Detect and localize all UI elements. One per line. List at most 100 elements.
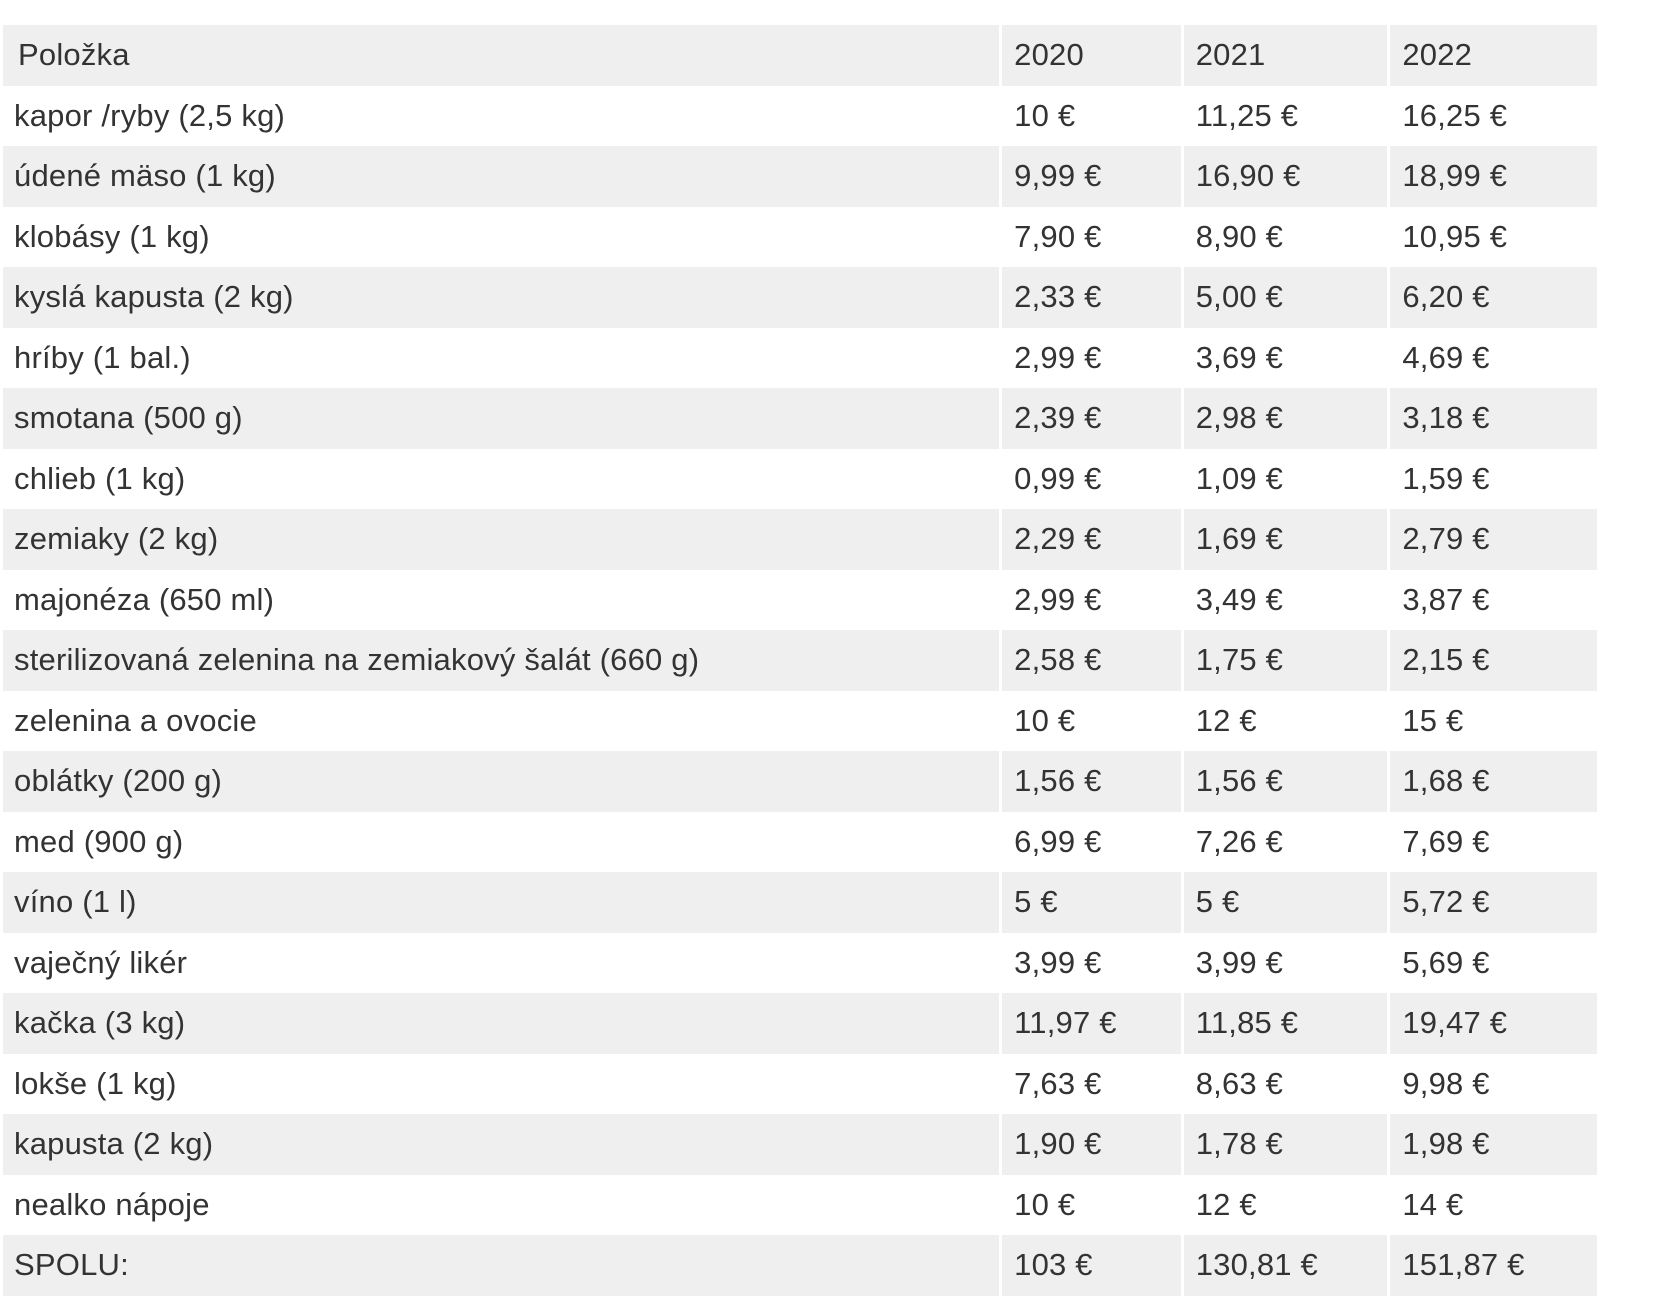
price-2021-cell: 1,75 € <box>1183 630 1388 691</box>
price-2021-cell: 5,00 € <box>1183 267 1388 328</box>
item-cell: zemiaky (2 kg) <box>3 509 1000 570</box>
table-row: med (900 g) 6,99 €7,26 €7,69 € <box>3 811 1597 872</box>
item-cell: smotana (500 g) <box>3 388 1000 449</box>
price-2021-cell: 3,49 € <box>1183 569 1388 630</box>
price-2022-cell: 3,87 € <box>1390 569 1597 630</box>
price-2021-cell: 12 € <box>1183 690 1388 751</box>
price-2020-cell: 7,63 € <box>1002 1053 1181 1114</box>
price-2020-cell: 9,99 € <box>1002 146 1181 207</box>
price-2021-cell: 3,99 € <box>1183 932 1388 993</box>
table-row: zemiaky (2 kg) 2,29 €1,69 €2,79 € <box>3 509 1597 570</box>
item-cell: víno (1 l) <box>3 872 1000 933</box>
item-cell: med (900 g) <box>3 811 1000 872</box>
table-row: lokše (1 kg) 7,63 €8,63 €9,98 € <box>3 1053 1597 1114</box>
price-2020-cell: 7,90 € <box>1002 206 1181 267</box>
price-2021-cell: 1,56 € <box>1183 751 1388 812</box>
price-2020-cell: 5 € <box>1002 872 1181 933</box>
price-2020-cell: 3,99 € <box>1002 932 1181 993</box>
price-2020-cell: 2,99 € <box>1002 569 1181 630</box>
price-2022-cell: 2,79 € <box>1390 509 1597 570</box>
table-row: kapor /ryby (2,5 kg) 10 €11,25 €16,25 € <box>3 85 1597 146</box>
price-2020-cell: 1,90 € <box>1002 1114 1181 1175</box>
table-row: oblátky (200 g) 1,56 €1,56 €1,68 € <box>3 751 1597 812</box>
price-2022-cell: 3,18 € <box>1390 388 1597 449</box>
price-2022-cell: 1,98 € <box>1390 1114 1597 1175</box>
item-cell: kapusta (2 kg) <box>3 1114 1000 1175</box>
table-body: kapor /ryby (2,5 kg) 10 €11,25 €16,25 € úd… <box>3 85 1597 1296</box>
item-cell: kyslá kapusta (2 kg) <box>3 267 1000 328</box>
price-2021-cell: 1,78 € <box>1183 1114 1388 1175</box>
price-2022-cell: 6,20 € <box>1390 267 1597 328</box>
table-row: víno (1 l) 5 €5 €5,72 € <box>3 872 1597 933</box>
item-cell: chlieb (1 kg) <box>3 448 1000 509</box>
table-row: vaječný likér 3,99 €3,99 €5,69 € <box>3 932 1597 993</box>
item-cell: nealko nápoje <box>3 1174 1000 1235</box>
price-2021-cell: 130,81 € <box>1183 1235 1388 1296</box>
price-2021-cell: 8,90 € <box>1183 206 1388 267</box>
price-comparison-table: Položka 2020 2021 2022 kapor /ryby (2,5 … <box>0 25 1600 1296</box>
price-2021-cell: 3,69 € <box>1183 327 1388 388</box>
price-2021-cell: 1,69 € <box>1183 509 1388 570</box>
table-row: SPOLU: 103 €130,81 €151,87 € <box>3 1235 1597 1296</box>
price-2022-cell: 14 € <box>1390 1174 1597 1235</box>
column-header-2021: 2021 <box>1183 25 1388 86</box>
price-2022-cell: 18,99 € <box>1390 146 1597 207</box>
table-row: kyslá kapusta (2 kg) 2,33 €5,00 €6,20 € <box>3 267 1597 328</box>
price-table-container: Položka 2020 2021 2022 kapor /ryby (2,5 … <box>0 25 1597 1296</box>
price-2020-cell: 2,58 € <box>1002 630 1181 691</box>
price-2021-cell: 1,09 € <box>1183 448 1388 509</box>
item-cell: údené mäso (1 kg) <box>3 146 1000 207</box>
item-cell: sterilizovaná zelenina na zemiakový šalá… <box>3 630 1000 691</box>
price-2020-cell: 6,99 € <box>1002 811 1181 872</box>
table-row: nealko nápoje 10 €12 €14 € <box>3 1174 1597 1235</box>
price-2020-cell: 10 € <box>1002 1174 1181 1235</box>
price-2021-cell: 7,26 € <box>1183 811 1388 872</box>
item-cell: kapor /ryby (2,5 kg) <box>3 85 1000 146</box>
price-2020-cell: 2,99 € <box>1002 327 1181 388</box>
table-row: smotana (500 g) 2,39 €2,98 €3,18 € <box>3 388 1597 449</box>
price-2021-cell: 16,90 € <box>1183 146 1388 207</box>
price-2020-cell: 2,29 € <box>1002 509 1181 570</box>
price-2020-cell: 10 € <box>1002 690 1181 751</box>
price-2022-cell: 2,15 € <box>1390 630 1597 691</box>
price-2022-cell: 5,72 € <box>1390 872 1597 933</box>
item-cell: kačka (3 kg) <box>3 993 1000 1054</box>
table-row: majonéza (650 ml) 2,99 €3,49 €3,87 € <box>3 569 1597 630</box>
table-row: kapusta (2 kg) 1,90 €1,78 €1,98 € <box>3 1114 1597 1175</box>
price-2022-cell: 19,47 € <box>1390 993 1597 1054</box>
table-row: chlieb (1 kg) 0,99 €1,09 €1,59 € <box>3 448 1597 509</box>
price-2021-cell: 8,63 € <box>1183 1053 1388 1114</box>
price-2022-cell: 5,69 € <box>1390 932 1597 993</box>
table-row: sterilizovaná zelenina na zemiakový šalá… <box>3 630 1597 691</box>
header-row: Položka 2020 2021 2022 <box>3 25 1597 86</box>
price-2021-cell: 2,98 € <box>1183 388 1388 449</box>
price-2020-cell: 103 € <box>1002 1235 1181 1296</box>
column-header-2020: 2020 <box>1002 25 1181 86</box>
table-row: údené mäso (1 kg) 9,99 €16,90 €18,99 € <box>3 146 1597 207</box>
item-cell: vaječný likér <box>3 932 1000 993</box>
price-2022-cell: 4,69 € <box>1390 327 1597 388</box>
price-2022-cell: 7,69 € <box>1390 811 1597 872</box>
item-cell: majonéza (650 ml) <box>3 569 1000 630</box>
column-header-item: Položka <box>3 25 1000 86</box>
price-2020-cell: 2,39 € <box>1002 388 1181 449</box>
price-2022-cell: 1,59 € <box>1390 448 1597 509</box>
item-cell: zelenina a ovocie <box>3 690 1000 751</box>
price-2020-cell: 10 € <box>1002 85 1181 146</box>
column-header-2022: 2022 <box>1390 25 1597 86</box>
item-cell: lokše (1 kg) <box>3 1053 1000 1114</box>
price-2021-cell: 12 € <box>1183 1174 1388 1235</box>
table-row: klobásy (1 kg) 7,90 €8,90 €10,95 € <box>3 206 1597 267</box>
price-2021-cell: 5 € <box>1183 872 1388 933</box>
price-2020-cell: 2,33 € <box>1002 267 1181 328</box>
price-2022-cell: 9,98 € <box>1390 1053 1597 1114</box>
price-2022-cell: 10,95 € <box>1390 206 1597 267</box>
item-cell: klobásy (1 kg) <box>3 206 1000 267</box>
price-2020-cell: 11,97 € <box>1002 993 1181 1054</box>
item-cell: hríby (1 bal.) <box>3 327 1000 388</box>
price-2021-cell: 11,85 € <box>1183 993 1388 1054</box>
item-cell: SPOLU: <box>3 1235 1000 1296</box>
price-2022-cell: 15 € <box>1390 690 1597 751</box>
price-2022-cell: 16,25 € <box>1390 85 1597 146</box>
price-2020-cell: 1,56 € <box>1002 751 1181 812</box>
